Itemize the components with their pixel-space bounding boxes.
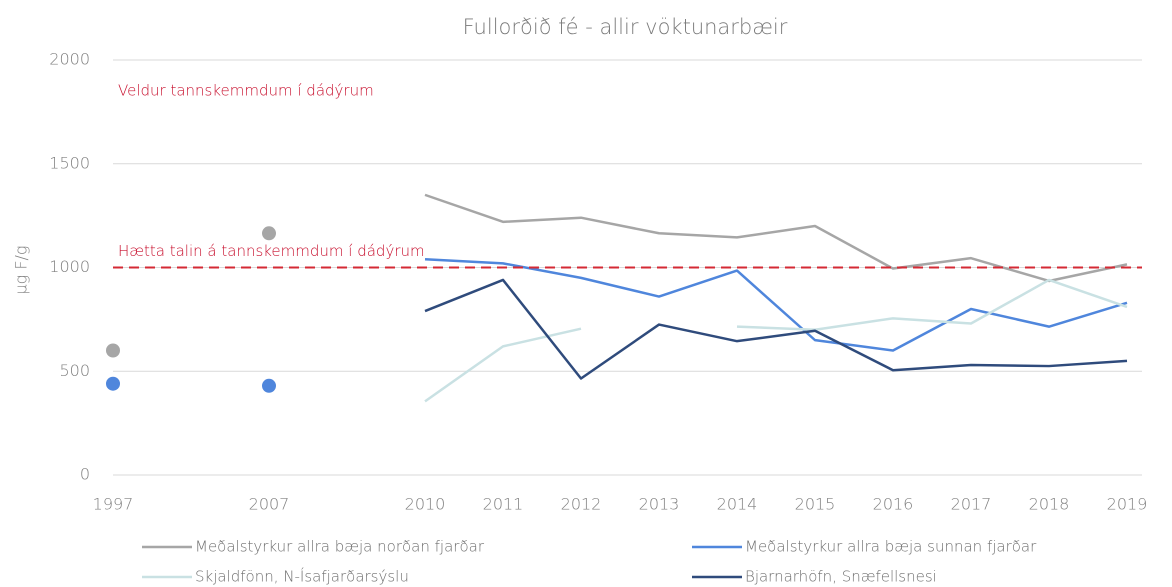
point (106, 376, 120, 391)
line (736, 278, 1128, 331)
x-tick-label: 2018 (1029, 495, 1070, 514)
x-tick-label: 2016 (873, 495, 914, 514)
x-tick-label: 2014 (717, 495, 758, 514)
legend-label: Bjarnarhöfn, Snæfellsnesi (745, 568, 937, 586)
x-tick-label: 1997 (93, 495, 134, 514)
line (424, 327, 582, 403)
x-tick-label: 2011 (483, 495, 524, 514)
chart-title: Fullorðið fé - allir vöktunarbæir (463, 15, 788, 39)
x-tick-label: 2013 (639, 495, 680, 514)
legend-label: Meðalstyrkur allra bæja sunnan fjarðar (745, 538, 1037, 556)
y-tick-label: 1000 (49, 257, 90, 276)
y-axis-label: µg F/g (12, 245, 31, 294)
line (424, 257, 1128, 352)
x-tick-label: 2017 (951, 495, 992, 514)
y-tick-label: 500 (59, 361, 90, 380)
point (106, 343, 120, 358)
point (262, 226, 276, 241)
line (424, 278, 1128, 380)
y-tick-label: 2000 (49, 50, 90, 69)
legend-label: Skjaldfönn, N-Ísafjarðarsýslu (195, 567, 409, 586)
reference-label: Hætta talin á tannskemmdum í dádýrum (118, 242, 425, 260)
legend-label: Meðalstyrkur allra bæja norðan fjarðar (195, 538, 485, 556)
point (262, 378, 276, 393)
x-tick-label: 2007 (249, 495, 290, 514)
x-tick-label: 2012 (561, 495, 602, 514)
y-tick-label: 1500 (49, 153, 90, 172)
y-tick-label: 0 (80, 465, 90, 484)
x-tick-label: 2010 (405, 495, 446, 514)
line (424, 193, 1128, 283)
x-tick-label: 2019 (1107, 495, 1148, 514)
x-tick-label: 2015 (795, 495, 836, 514)
annotation: Veldur tannskemmdum í dádýrum (118, 82, 374, 100)
